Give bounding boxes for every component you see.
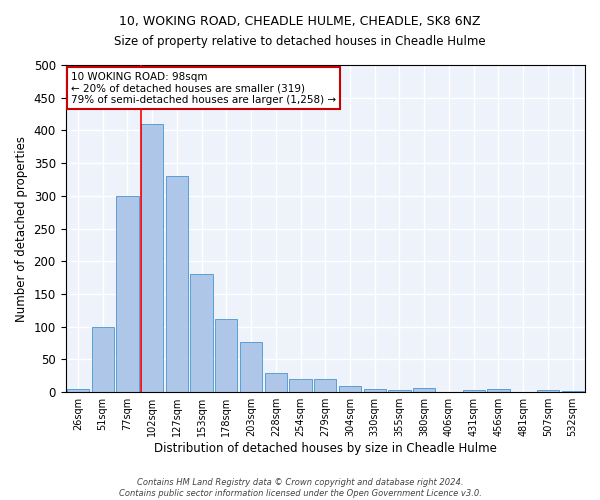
Bar [92,327,114,392]
Bar [265,372,287,392]
Bar [339,386,361,392]
Bar [388,390,410,392]
Y-axis label: Number of detached properties: Number of detached properties [15,136,28,322]
Bar [67,389,89,392]
Bar [537,390,559,392]
Text: 10 WOKING ROAD: 98sqm
← 20% of detached houses are smaller (319)
79% of semi-det: 10 WOKING ROAD: 98sqm ← 20% of detached … [71,72,336,104]
Bar [463,390,485,392]
Bar [314,379,337,392]
Text: Contains HM Land Registry data © Crown copyright and database right 2024.
Contai: Contains HM Land Registry data © Crown c… [119,478,481,498]
Bar [364,389,386,392]
Bar [190,274,213,392]
Bar [562,391,584,392]
Text: 10, WOKING ROAD, CHEADLE HULME, CHEADLE, SK8 6NZ: 10, WOKING ROAD, CHEADLE HULME, CHEADLE,… [119,15,481,28]
Bar [215,319,238,392]
Bar [289,379,311,392]
X-axis label: Distribution of detached houses by size in Cheadle Hulme: Distribution of detached houses by size … [154,442,497,455]
Bar [141,124,163,392]
Bar [413,388,436,392]
Bar [116,196,139,392]
Bar [240,342,262,392]
Bar [166,176,188,392]
Bar [487,389,509,392]
Text: Size of property relative to detached houses in Cheadle Hulme: Size of property relative to detached ho… [114,35,486,48]
